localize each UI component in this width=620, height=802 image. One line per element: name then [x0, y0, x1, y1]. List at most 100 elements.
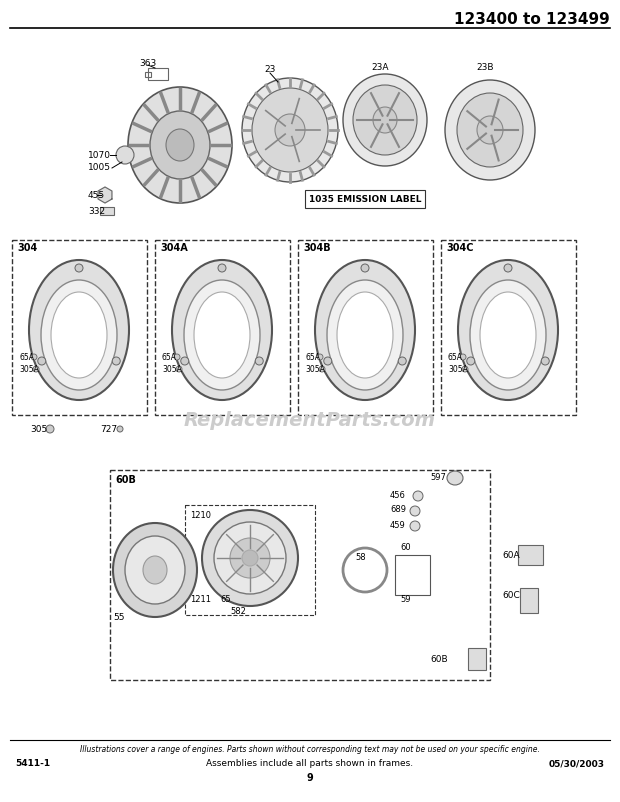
Ellipse shape: [315, 260, 415, 400]
Text: 59: 59: [400, 596, 410, 605]
Bar: [110, 470, 490, 680]
Text: 332: 332: [88, 208, 105, 217]
Bar: [145, 72, 151, 77]
Text: 582: 582: [230, 607, 246, 617]
Ellipse shape: [33, 366, 39, 372]
Text: 58: 58: [355, 553, 366, 562]
Text: 60: 60: [400, 544, 410, 553]
Text: 305A: 305A: [305, 366, 325, 375]
Ellipse shape: [184, 280, 260, 390]
Ellipse shape: [275, 114, 305, 146]
Ellipse shape: [319, 366, 325, 372]
Ellipse shape: [343, 74, 427, 166]
Text: 60A: 60A: [502, 550, 520, 560]
Ellipse shape: [242, 78, 338, 182]
Polygon shape: [98, 187, 112, 203]
Bar: [518, 545, 543, 565]
Text: 23: 23: [264, 66, 276, 75]
Text: 23B: 23B: [476, 63, 494, 72]
Ellipse shape: [150, 111, 210, 179]
Text: 1211: 1211: [190, 596, 211, 605]
Bar: [298, 240, 433, 415]
Text: 1210: 1210: [190, 511, 211, 520]
Text: 65: 65: [220, 596, 231, 605]
Text: 455: 455: [88, 191, 105, 200]
Text: 459: 459: [390, 520, 405, 529]
Ellipse shape: [462, 366, 468, 372]
Ellipse shape: [398, 357, 406, 365]
Text: 60C: 60C: [502, 590, 520, 600]
Text: 65A: 65A: [19, 354, 34, 363]
Bar: [395, 555, 430, 595]
Ellipse shape: [470, 280, 546, 390]
Text: 304C: 304C: [446, 243, 474, 253]
Bar: [148, 68, 168, 80]
Text: 304: 304: [17, 243, 37, 253]
Text: 363: 363: [140, 59, 157, 67]
Ellipse shape: [255, 357, 264, 365]
Text: 727: 727: [100, 426, 117, 435]
Ellipse shape: [467, 357, 475, 365]
Ellipse shape: [116, 146, 134, 164]
Ellipse shape: [477, 116, 503, 144]
Text: 1070: 1070: [88, 151, 111, 160]
Ellipse shape: [125, 536, 185, 604]
Ellipse shape: [252, 88, 328, 172]
Text: 65A: 65A: [305, 354, 320, 363]
Ellipse shape: [445, 80, 535, 180]
Ellipse shape: [172, 260, 272, 400]
Ellipse shape: [353, 85, 417, 155]
Ellipse shape: [447, 471, 463, 485]
Ellipse shape: [38, 357, 46, 365]
Text: 1005: 1005: [88, 164, 111, 172]
Ellipse shape: [324, 357, 332, 365]
Text: 55: 55: [113, 613, 125, 622]
Ellipse shape: [181, 357, 188, 365]
Text: 65A: 65A: [162, 354, 177, 363]
Ellipse shape: [373, 107, 397, 133]
Text: 1035 EMISSION LABEL: 1035 EMISSION LABEL: [309, 195, 421, 204]
Ellipse shape: [480, 292, 536, 378]
Text: 305A: 305A: [162, 366, 182, 375]
Text: 123400 to 123499: 123400 to 123499: [454, 13, 610, 27]
Ellipse shape: [460, 354, 466, 360]
Bar: [155, 240, 290, 415]
Ellipse shape: [317, 354, 323, 360]
Bar: [468, 648, 486, 670]
Text: 23A: 23A: [371, 63, 389, 72]
Text: 305A: 305A: [448, 366, 468, 375]
Text: 305A: 305A: [19, 366, 39, 375]
Text: 60B: 60B: [430, 655, 448, 665]
Ellipse shape: [75, 264, 83, 272]
Ellipse shape: [410, 521, 420, 531]
Text: 305: 305: [30, 426, 47, 435]
Ellipse shape: [113, 523, 197, 617]
Ellipse shape: [29, 260, 129, 400]
Ellipse shape: [458, 260, 558, 400]
Ellipse shape: [541, 357, 549, 365]
Ellipse shape: [31, 354, 37, 360]
Ellipse shape: [194, 292, 250, 378]
Ellipse shape: [214, 522, 286, 594]
Ellipse shape: [218, 264, 226, 272]
Ellipse shape: [112, 357, 120, 365]
Ellipse shape: [230, 538, 270, 578]
Text: 304B: 304B: [303, 243, 330, 253]
Ellipse shape: [202, 510, 298, 606]
Ellipse shape: [176, 366, 182, 372]
Text: 60B: 60B: [115, 475, 136, 485]
Ellipse shape: [410, 506, 420, 516]
Ellipse shape: [504, 264, 512, 272]
Bar: [441, 240, 576, 415]
Ellipse shape: [457, 93, 523, 167]
Ellipse shape: [174, 354, 180, 360]
Bar: [100, 207, 114, 215]
Text: 456: 456: [390, 491, 406, 500]
Bar: [12, 240, 147, 415]
Ellipse shape: [128, 87, 232, 203]
Text: 597: 597: [430, 473, 446, 483]
Text: 9: 9: [307, 773, 313, 783]
Text: 304A: 304A: [160, 243, 188, 253]
Ellipse shape: [413, 491, 423, 501]
Ellipse shape: [46, 425, 54, 433]
